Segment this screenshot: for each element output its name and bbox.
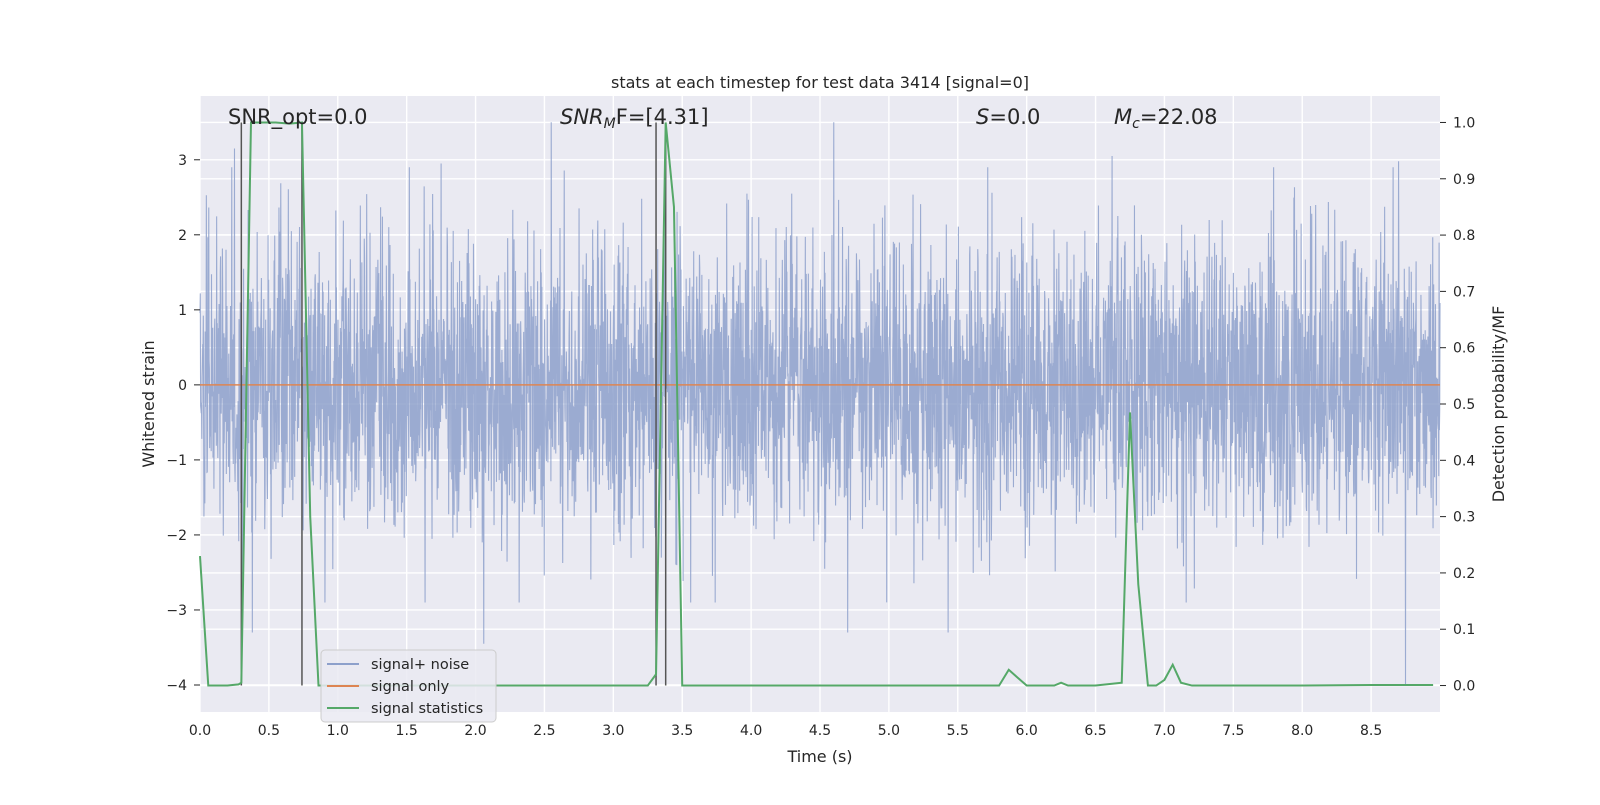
annotation-snr-mf: SNRMF=[4.31]	[560, 105, 709, 132]
x-tick-label-14: 7.0	[1153, 723, 1175, 739]
y-tick-label-right-10: 0.0	[1453, 679, 1475, 695]
series-signal-noise	[199, 122, 1441, 685]
y-axis-label-right: Detection probability/MF	[1489, 306, 1508, 503]
annotation-mc-sub: c	[1132, 116, 1140, 132]
annotation-mc-prefix: M	[1114, 105, 1132, 129]
x-tick-label-12: 6.0	[1016, 723, 1038, 739]
marker-lines-layer	[240, 122, 667, 686]
annotation-snr-opt: SNR_opt=0.0	[228, 105, 368, 130]
y-tick-label-right-3: 0.7	[1453, 284, 1475, 300]
noise-series-layer	[199, 122, 1441, 685]
annotation-s-prefix: S	[976, 105, 989, 129]
y-tick-label-right-6: 0.4	[1453, 453, 1475, 469]
y-tick-label-right-9: 0.1	[1453, 622, 1475, 638]
annotation-snr-mf-prefix: SNR	[560, 105, 604, 129]
x-tick-label-2: 1.0	[327, 723, 349, 739]
y-tick-label-left-3: 0	[178, 378, 187, 394]
series-signal-statistics	[199, 121, 1434, 687]
y-tick-label-right-0: 1.0	[1453, 115, 1475, 131]
legend-label-signal-only: signal only	[371, 679, 450, 695]
y-tick-label-left-7: −4	[166, 678, 187, 694]
x-tick-label-5: 2.5	[533, 723, 555, 739]
legend-box	[320, 649, 497, 723]
x-tick-label-17: 8.5	[1360, 723, 1382, 739]
annotation-snr-mf-suffix: F=[4.31]	[616, 105, 709, 129]
annotation-mc-suffix: =22.08	[1140, 105, 1218, 129]
x-tick-label-15: 7.5	[1222, 723, 1244, 739]
annotation-snr-mf-sub: M	[604, 116, 616, 132]
y-tick-label-left-0: 3	[178, 153, 187, 169]
annotation-mc: Mc=22.08	[1114, 105, 1218, 132]
y-tick-label-left-6: −3	[166, 603, 187, 619]
x-tick-label-7: 3.5	[671, 723, 693, 739]
legend: signal+ noise signal only signal statist…	[320, 649, 497, 723]
y-tick-label-right-8: 0.2	[1453, 566, 1475, 582]
chart-title: stats at each timestep for test data 341…	[611, 73, 1029, 92]
y-axis-label-left: Whitened strain	[139, 340, 158, 467]
y-tick-label-right-7: 0.3	[1453, 510, 1475, 526]
legend-label-noise: signal+ noise	[371, 657, 469, 673]
y-tick-label-left-5: −2	[166, 528, 187, 544]
y-tick-label-right-5: 0.5	[1453, 397, 1475, 413]
annotation-s-suffix: =0.0	[989, 105, 1040, 129]
x-tick-label-10: 5.0	[878, 723, 900, 739]
x-tick-label-16: 8.0	[1291, 723, 1313, 739]
annotation-s: S=0.0	[976, 105, 1040, 129]
y-tick-label-left-2: 1	[178, 303, 187, 319]
y-tick-label-right-4: 0.6	[1453, 341, 1475, 357]
signal-statistics-layer	[199, 121, 1434, 687]
x-tick-label-1: 0.5	[258, 723, 280, 739]
x-tick-label-9: 4.5	[809, 723, 831, 739]
y-tick-label-left-4: −1	[166, 453, 187, 469]
y-tick-label-right-2: 0.8	[1453, 228, 1475, 244]
x-tick-label-0: 0.0	[189, 723, 211, 739]
y-tick-label-right-1: 0.9	[1453, 172, 1475, 188]
tick-labels-layer: 0.0 0.5 1.0 1.5 2.0 2.5 3.0 3.5 4.0 4.5 5.0 5.5 6.0 6…	[166, 115, 1475, 739]
x-tick-label-4: 2.0	[464, 723, 486, 739]
x-tick-label-6: 3.0	[602, 723, 624, 739]
x-tick-label-3: 1.5	[396, 723, 418, 739]
y-tick-label-left-1: 2	[178, 228, 187, 244]
legend-label-statistics: signal statistics	[371, 701, 483, 717]
x-tick-label-11: 5.5	[947, 723, 969, 739]
x-tick-label-8: 4.0	[740, 723, 762, 739]
x-tick-label-13: 6.5	[1084, 723, 1106, 739]
x-axis-label: Time (s)	[786, 747, 852, 766]
